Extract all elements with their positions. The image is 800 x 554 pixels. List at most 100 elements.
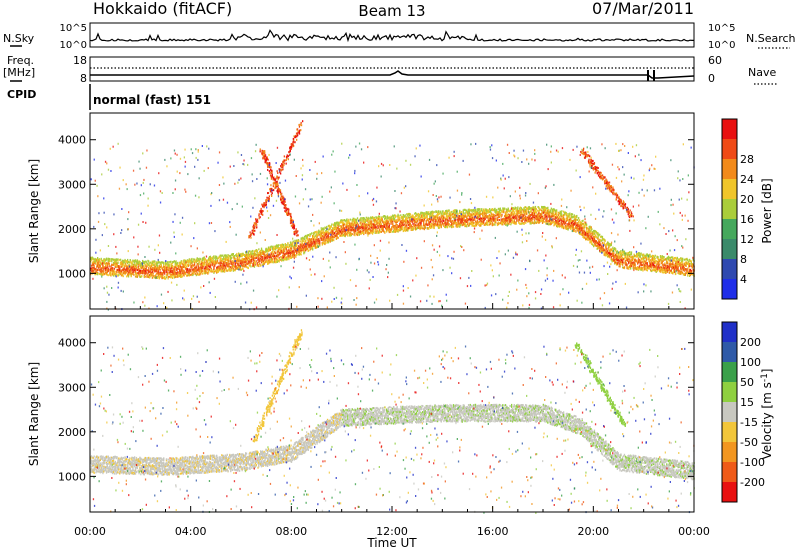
power-cell bbox=[325, 231, 327, 234]
power-cell bbox=[367, 216, 369, 219]
power-cell bbox=[173, 260, 175, 263]
power-cell bbox=[104, 259, 106, 262]
power-cell bbox=[356, 226, 359, 229]
power-cell bbox=[363, 220, 365, 223]
power-cell bbox=[326, 236, 329, 239]
power-cell bbox=[130, 265, 132, 268]
power-cell bbox=[485, 214, 487, 216]
power-cell bbox=[321, 239, 323, 242]
power-cell bbox=[111, 267, 113, 270]
power-cell bbox=[371, 216, 373, 219]
power-cell bbox=[249, 263, 251, 266]
power-cell bbox=[466, 225, 468, 228]
power-cell bbox=[105, 266, 108, 269]
power-cell bbox=[438, 226, 441, 229]
power-cell bbox=[289, 250, 291, 253]
power-cell bbox=[91, 263, 94, 266]
power-cell bbox=[301, 237, 303, 240]
power-cell bbox=[242, 268, 244, 271]
power-cell bbox=[258, 253, 260, 256]
power-cell bbox=[289, 253, 292, 256]
power-cell bbox=[154, 265, 156, 268]
power-cell bbox=[351, 227, 353, 229]
power-cell bbox=[385, 223, 387, 226]
power-cell bbox=[295, 255, 297, 258]
power-cell bbox=[282, 252, 285, 255]
power-cell bbox=[313, 242, 315, 245]
power-cell bbox=[143, 267, 145, 270]
nsearch-label: N.Search bbox=[746, 32, 796, 45]
power-cell bbox=[245, 256, 247, 259]
power-cell bbox=[252, 258, 254, 261]
power-cell bbox=[177, 264, 179, 267]
power-cell bbox=[208, 263, 211, 266]
power-cell bbox=[250, 255, 252, 258]
power-cell bbox=[235, 266, 237, 269]
power-cell bbox=[208, 257, 210, 260]
power-cell bbox=[367, 228, 369, 231]
power-cell bbox=[200, 269, 202, 272]
power-cell bbox=[155, 269, 157, 272]
power-cell bbox=[526, 213, 528, 215]
power-cell bbox=[203, 256, 205, 259]
power-cell bbox=[140, 270, 142, 273]
power-cell bbox=[257, 257, 259, 259]
power-cell bbox=[263, 258, 265, 261]
power-cell bbox=[296, 250, 298, 252]
power-cell bbox=[203, 267, 205, 270]
power-cell bbox=[167, 268, 169, 271]
power-cell bbox=[316, 234, 318, 237]
power-cell bbox=[174, 266, 176, 269]
power-cell bbox=[334, 222, 336, 225]
power-cell bbox=[116, 263, 118, 266]
power-cell bbox=[371, 226, 373, 229]
power-cell bbox=[253, 252, 255, 255]
power-cell bbox=[174, 263, 176, 266]
power-cell bbox=[333, 228, 335, 231]
power-cell bbox=[169, 272, 171, 275]
power-cell bbox=[119, 270, 122, 273]
power-cell bbox=[352, 225, 354, 228]
power-cell bbox=[129, 265, 131, 268]
power-cell bbox=[191, 262, 193, 265]
power-cell bbox=[289, 243, 292, 246]
power-cell bbox=[134, 275, 137, 278]
power-cell bbox=[172, 260, 175, 263]
power-cell bbox=[134, 272, 137, 275]
power-cell bbox=[156, 262, 158, 265]
power-cell bbox=[106, 266, 108, 269]
power-cell bbox=[206, 260, 208, 263]
power-cell bbox=[280, 250, 282, 253]
power-cell bbox=[321, 243, 323, 246]
power-cell bbox=[446, 226, 448, 229]
power-cell bbox=[183, 264, 185, 267]
power-cell bbox=[226, 256, 228, 259]
power-cell bbox=[253, 254, 256, 257]
power-cell bbox=[275, 254, 278, 257]
power-cell bbox=[131, 268, 133, 271]
power-cell bbox=[129, 273, 131, 276]
power-cell bbox=[171, 275, 173, 278]
power-cell bbox=[209, 258, 212, 261]
power-cell bbox=[338, 223, 340, 226]
power-cell bbox=[249, 256, 251, 259]
power-cell bbox=[260, 255, 263, 258]
power-cell bbox=[383, 221, 385, 224]
power-cell bbox=[281, 243, 283, 246]
power-cell bbox=[312, 245, 314, 248]
power-cell bbox=[239, 262, 241, 265]
power-cell bbox=[275, 245, 278, 248]
power-cell bbox=[279, 249, 281, 252]
power-cell bbox=[300, 243, 302, 246]
power-cell bbox=[192, 260, 194, 263]
power-cell bbox=[261, 260, 264, 263]
power-cell bbox=[375, 219, 377, 222]
power-cell bbox=[136, 275, 138, 278]
power-cell bbox=[342, 227, 345, 229]
power-cell bbox=[223, 260, 226, 263]
power-cell bbox=[310, 240, 312, 243]
power-cell bbox=[440, 226, 442, 229]
power-cell bbox=[247, 267, 249, 270]
power-cell bbox=[282, 251, 284, 254]
power-cell bbox=[208, 263, 210, 266]
